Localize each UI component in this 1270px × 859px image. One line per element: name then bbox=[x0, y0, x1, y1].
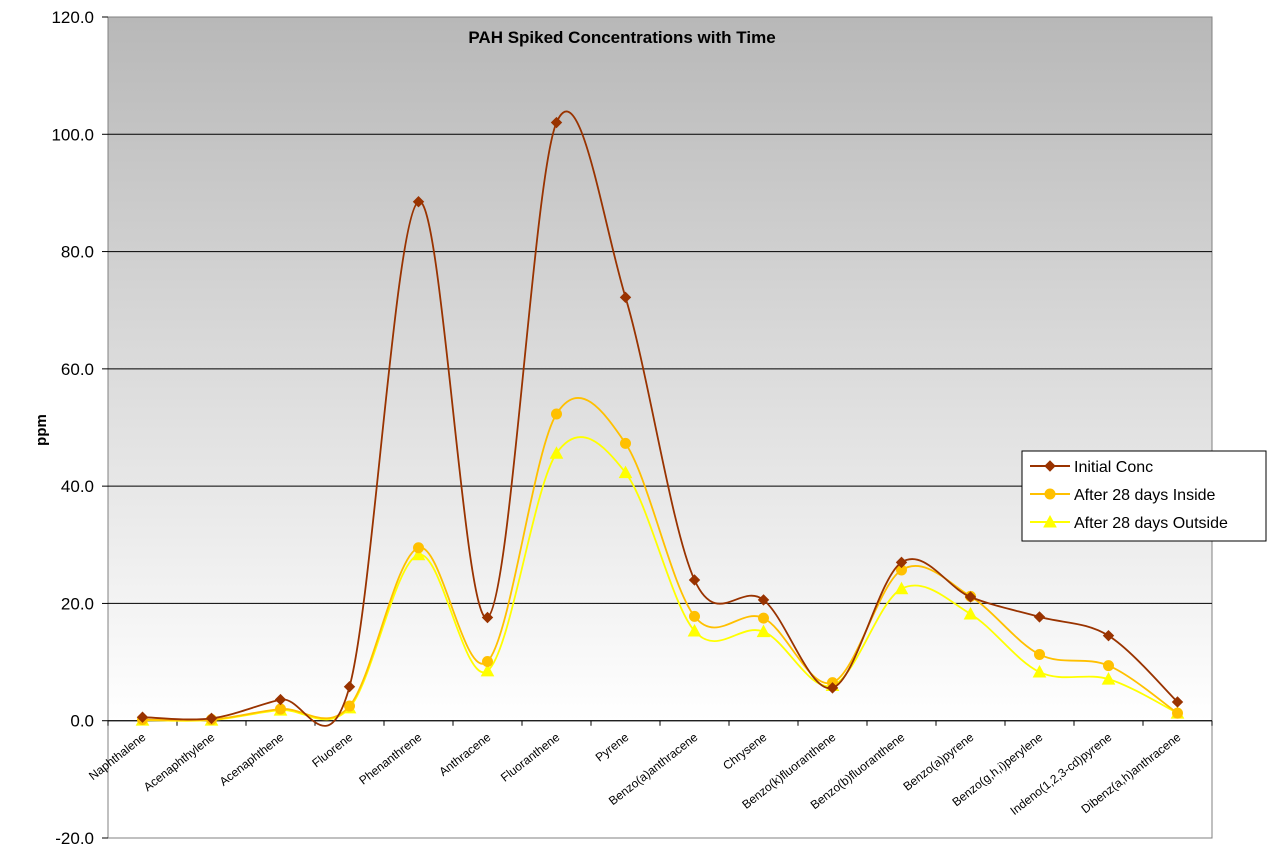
y-tick-label: 40.0 bbox=[61, 477, 94, 496]
y-tick-label: -20.0 bbox=[55, 829, 94, 848]
data-point bbox=[205, 712, 218, 725]
data-point bbox=[1102, 629, 1115, 642]
legend-marker bbox=[1043, 514, 1057, 528]
data-point bbox=[480, 663, 495, 677]
data-point bbox=[1171, 696, 1184, 708]
data-point bbox=[619, 291, 632, 304]
series-line bbox=[142, 110, 1179, 727]
data-point bbox=[1172, 707, 1183, 719]
legend-marker bbox=[1044, 460, 1056, 472]
data-point bbox=[758, 612, 769, 624]
data-point bbox=[482, 655, 493, 667]
legend-item: Initial Conc bbox=[1030, 459, 1153, 476]
data-point bbox=[688, 574, 701, 586]
series-layer bbox=[135, 110, 1185, 727]
data-point bbox=[274, 693, 287, 706]
data-point bbox=[1103, 660, 1114, 672]
y-tick-label: 20.0 bbox=[61, 594, 94, 613]
data-point bbox=[756, 624, 771, 638]
data-point bbox=[343, 680, 356, 693]
data-point bbox=[275, 703, 286, 715]
data-point bbox=[549, 446, 564, 459]
chart-title: PAH Spiked Concentrations with Time bbox=[468, 28, 775, 47]
data-point bbox=[344, 700, 355, 712]
plot-area bbox=[107, 16, 1213, 839]
y-tick-label: 120.0 bbox=[51, 8, 94, 27]
y-axis-label: ppm bbox=[33, 414, 50, 446]
x-axis-line bbox=[107, 720, 1213, 726]
data-point bbox=[551, 408, 562, 420]
data-point bbox=[689, 610, 700, 622]
data-point bbox=[964, 591, 977, 603]
legend: Initial Conc After 28 days Inside After 28… bbox=[1021, 450, 1267, 542]
data-point bbox=[895, 556, 908, 569]
data-point bbox=[1034, 648, 1045, 660]
data-point bbox=[136, 711, 149, 723]
legend-label: Initial Conc bbox=[1074, 459, 1153, 476]
legend-item: After 28 days Outside bbox=[1030, 514, 1228, 532]
data-point bbox=[1032, 664, 1047, 678]
y-tick-label: 100.0 bbox=[51, 125, 94, 144]
y-tick-label: 80.0 bbox=[61, 243, 94, 262]
data-point bbox=[620, 437, 631, 449]
data-point bbox=[481, 611, 494, 624]
data-point bbox=[1033, 611, 1046, 623]
data-point bbox=[411, 547, 426, 561]
data-point bbox=[550, 116, 563, 129]
series-initial-conc bbox=[136, 110, 1184, 727]
data-point bbox=[826, 682, 839, 694]
plot-border bbox=[107, 16, 1213, 839]
y-tick-label: 0.0 bbox=[70, 712, 94, 731]
data-point bbox=[894, 581, 909, 595]
legend-item: After 28 days Inside bbox=[1030, 487, 1216, 504]
legend-label: After 28 days Outside bbox=[1074, 515, 1228, 532]
data-point bbox=[413, 542, 424, 554]
plot-background-lower bbox=[108, 720, 1212, 838]
data-point bbox=[1101, 672, 1116, 685]
y-axis-ticks: -20.0 0.0 20.0 40.0 60.0 80.0 100.0 120.0 bbox=[51, 8, 108, 848]
data-point bbox=[687, 623, 702, 637]
data-point bbox=[757, 594, 770, 606]
data-point bbox=[963, 606, 978, 620]
y-tick-label: 60.0 bbox=[61, 360, 94, 379]
legend-marker bbox=[1044, 488, 1056, 500]
data-point bbox=[412, 196, 425, 208]
data-point bbox=[618, 465, 633, 479]
legend-label: After 28 days Inside bbox=[1074, 487, 1216, 504]
